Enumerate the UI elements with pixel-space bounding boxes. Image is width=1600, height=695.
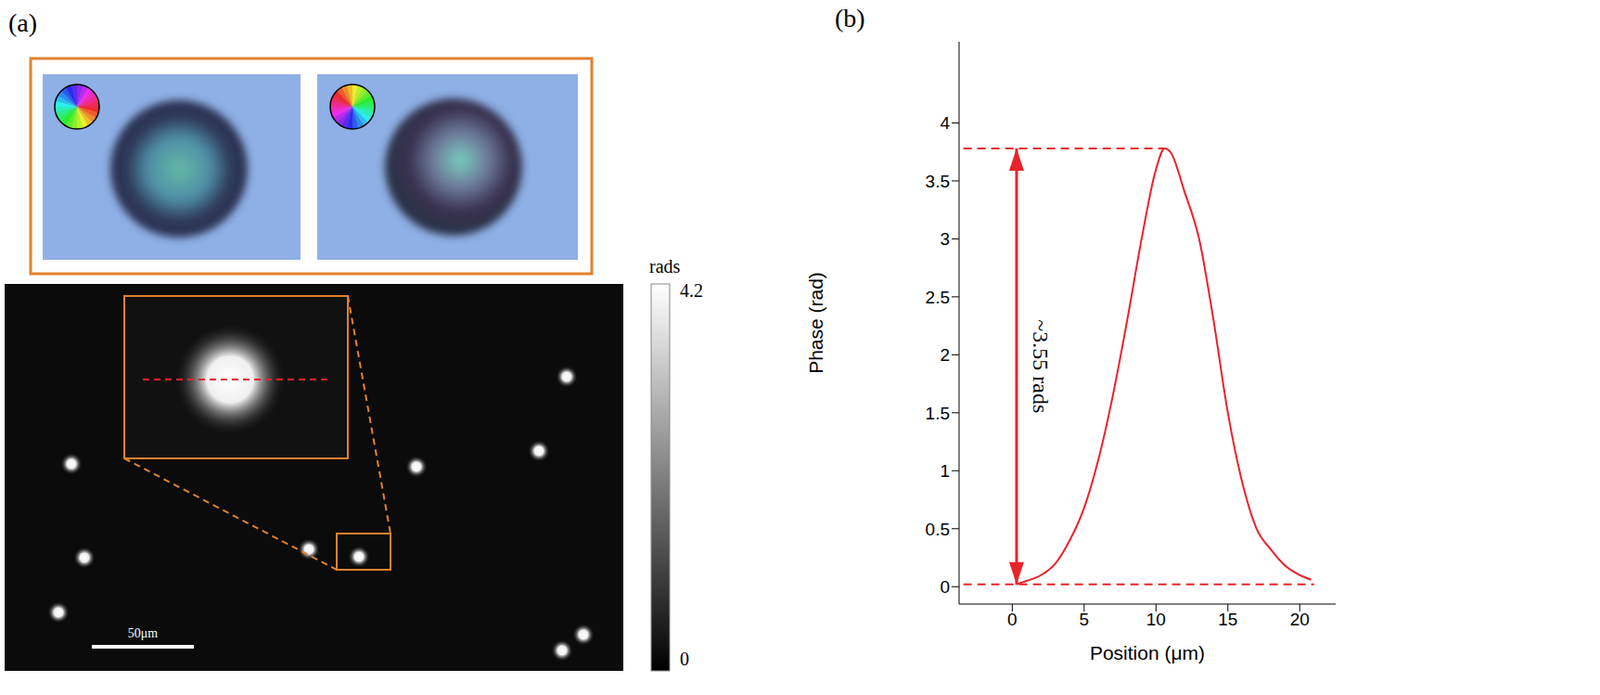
svg-text:Position (μm): Position (μm) xyxy=(1089,641,1205,664)
svg-text:3: 3 xyxy=(939,229,950,249)
svg-text:2: 2 xyxy=(939,345,950,365)
svg-text:0: 0 xyxy=(1007,609,1018,629)
svg-text:0: 0 xyxy=(939,576,950,597)
svg-text:Phase (rad): Phase (rad) xyxy=(805,271,827,374)
svg-text:1: 1 xyxy=(939,460,950,481)
svg-text:5: 5 xyxy=(1079,609,1090,629)
svg-text:10: 10 xyxy=(1146,609,1166,629)
svg-text:~3.55 rads: ~3.55 rads xyxy=(1028,319,1053,413)
svg-text:0.5: 0.5 xyxy=(925,519,950,539)
svg-text:2.5: 2.5 xyxy=(925,287,950,308)
svg-text:4: 4 xyxy=(939,113,950,133)
svg-text:0: 0 xyxy=(679,648,690,669)
html-text:(b): (b) xyxy=(834,3,866,33)
svg-text:(a): (a) xyxy=(8,8,38,38)
svg-text:15: 15 xyxy=(1217,609,1238,629)
svg-text:3.5: 3.5 xyxy=(925,171,950,192)
svg-text:20: 20 xyxy=(1290,609,1310,629)
svg-text:rads: rads xyxy=(649,256,681,277)
svg-text:4.2: 4.2 xyxy=(679,280,704,301)
svg-text:50μm: 50μm xyxy=(128,626,159,640)
svg-text:1.5: 1.5 xyxy=(925,403,950,423)
